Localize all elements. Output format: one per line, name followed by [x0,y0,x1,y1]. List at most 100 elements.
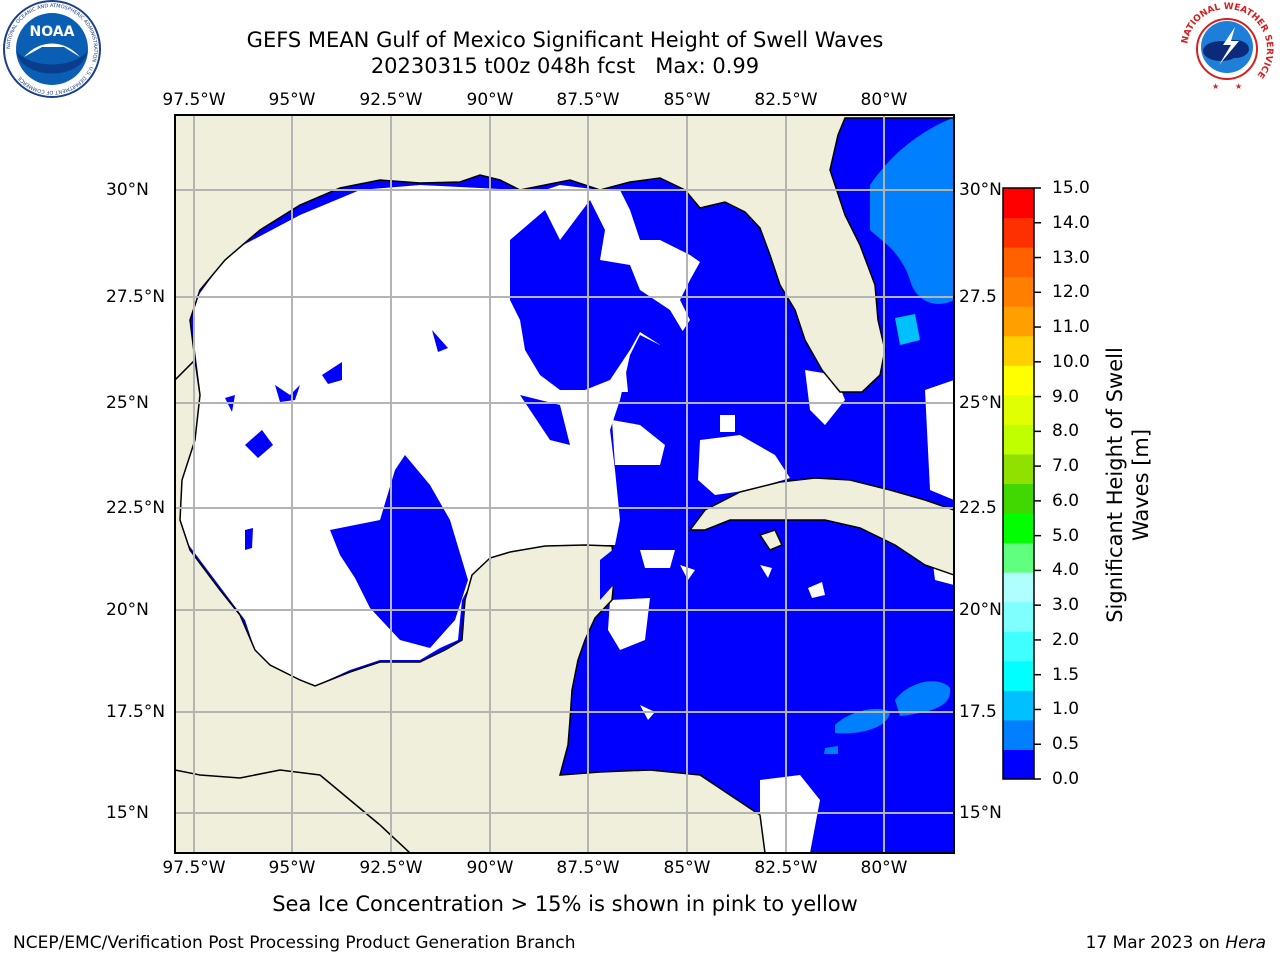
lon-tick-top: 80°W [860,90,908,110]
lat-tick-right: 22.5 [959,498,997,518]
colorbar-tick-label: 12.0 [1052,282,1090,303]
colorbar-segment [1003,335,1034,366]
swell-patch-small-2 [432,330,448,352]
colorbar-segment [1003,601,1034,632]
colorbar-segment [1003,394,1034,425]
colorbar-segment [1003,365,1034,396]
footer-machine: Hera [1225,933,1266,953]
lon-tick-top: 95°W [268,90,316,110]
map-gridlines [175,115,954,853]
lat-tick-right: 25°N [959,393,1002,413]
colorbar-segment [1003,306,1034,337]
lon-tick-top: 90°W [466,90,514,110]
colorbar-segment [1003,690,1034,721]
colorbar-segment [1003,749,1034,780]
lon-tick-bottom: 85°W [663,858,711,878]
colorbar-tick-label: 7.0 [1052,456,1080,477]
lon-tick-bottom: 80°W [860,858,908,878]
lon-tick-top: 87.5°W [556,90,620,110]
no-swell-region-east-b [612,420,665,465]
swell-patch-small-1 [275,385,300,402]
swell-patch-campeche [330,455,468,648]
lat-tick-left: 15°N [106,803,149,823]
no-swell-region-east-e [925,380,954,500]
colorbar-tick-label: 11.0 [1052,317,1090,338]
map-frame [174,114,955,854]
svg-text:★: ★ [1235,82,1242,91]
colorbar-tick-label: 4.0 [1052,560,1080,581]
map-title: GEFS MEAN Gulf of Mexico Significant Hei… [246,28,884,52]
no-swell-region-east-c [698,435,790,495]
colorbar-tick-label: 5.0 [1052,525,1080,546]
footer-date-text: 17 Mar 2023 on [1085,933,1226,953]
footer-credit: NCEP/EMC/Verification Post Processing Pr… [13,933,576,953]
colorbar-segment [1003,247,1034,278]
colorbar-segment [1003,276,1034,307]
lon-tick-top: 82.5°W [754,90,818,110]
colorbar-segment [1003,719,1034,750]
no-swell-region-east-i [720,415,735,432]
noaa-logo: NATIONAL OCEANIC AND ATMOSPHERIC ADMINIS… [3,0,101,98]
no-swell-region-east-k [808,582,825,598]
colorbar-tick-label: 2.0 [1052,629,1080,650]
land-yucatan-tip-fix [600,548,618,600]
colorbar-segment [1003,513,1034,544]
lon-tick-bottom: 92.5°W [359,858,423,878]
colorbar-label-line2: Waves [m] [1129,428,1153,542]
colorbar-segment [1003,188,1034,219]
colorbar-label: Significant Height of Swell Waves [m] [1102,347,1154,623]
colorbar-label-line1: Significant Height of Swell [1103,347,1127,623]
lon-tick-top: 85°W [663,90,711,110]
colorbar-tick-label: 6.0 [1052,490,1080,511]
lat-tick-left: 30°N [106,180,149,200]
land-isle-of-youth [758,529,784,551]
colorbar-segment [1003,217,1034,248]
colorbar-tick-label: 1.5 [1052,664,1080,685]
lon-tick-top: 92.5°W [359,90,423,110]
colorbar-tick-label: 13.0 [1052,247,1090,268]
colorbar-tick-label: 3.0 [1052,595,1080,616]
lon-tick-top: 97.5°W [162,90,226,110]
land-cuba [688,477,954,576]
lat-tick-right: 27.5 [959,287,997,307]
swell-region-southwest-2 [824,746,838,754]
colorbar-segment [1003,572,1034,603]
lat-tick-left: 25°N [106,393,149,413]
no-swell-region-east-g [640,550,675,568]
swell-patch-west [245,430,273,458]
footer-date: 17 Mar 2023 on Hera [1086,932,1266,954]
colorbar-tick-label: 0.0 [1052,769,1080,789]
map-subtitle: 20230315 t00z 048h fcst Max: 0.99 [370,54,760,78]
noaa-logo-text: NOAA [30,24,75,40]
colorbar-segment [1003,542,1034,573]
colorbar-tick-label: 10.0 [1052,351,1090,372]
colorbar-tick-label: 9.0 [1052,386,1080,407]
colorbar-segment [1003,660,1034,691]
colorbar [1003,187,1041,780]
svg-text:★: ★ [1212,82,1219,91]
swell-patch-small-3 [245,528,253,550]
swell-region-caribbean-2 [835,708,890,734]
swell-region-caribbean [895,681,951,716]
lat-tick-right: 20°N [959,600,1002,620]
colorbar-segment [1003,453,1034,484]
lat-tick-right: 30°N [959,180,1002,200]
colorbar-tick-label: 0.5 [1052,734,1080,755]
lon-tick-bottom: 82.5°W [754,858,818,878]
nws-logo: NATIONAL WEATHER SERVICE ★ ★ [1180,2,1274,96]
lat-tick-right: 15°N [959,803,1002,823]
colorbar-segment [1003,424,1034,455]
swell-patch-small-5 [520,395,570,445]
lat-tick-left: 22.5°N [106,498,166,518]
lon-tick-bottom: 90°W [466,858,514,878]
lat-tick-left: 17.5°N [106,702,166,722]
lat-tick-right: 17.5 [959,702,997,722]
lon-tick-bottom: 95°W [268,858,316,878]
colorbar-tick-label: 15.0 [1052,178,1090,198]
lon-tick-bottom: 97.5°W [162,858,226,878]
no-swell-region-east-m [760,565,772,578]
colorbar-tick-label: 8.0 [1052,421,1080,442]
swell-patch-northeast [510,200,685,390]
lat-tick-left: 27.5°N [106,287,166,307]
